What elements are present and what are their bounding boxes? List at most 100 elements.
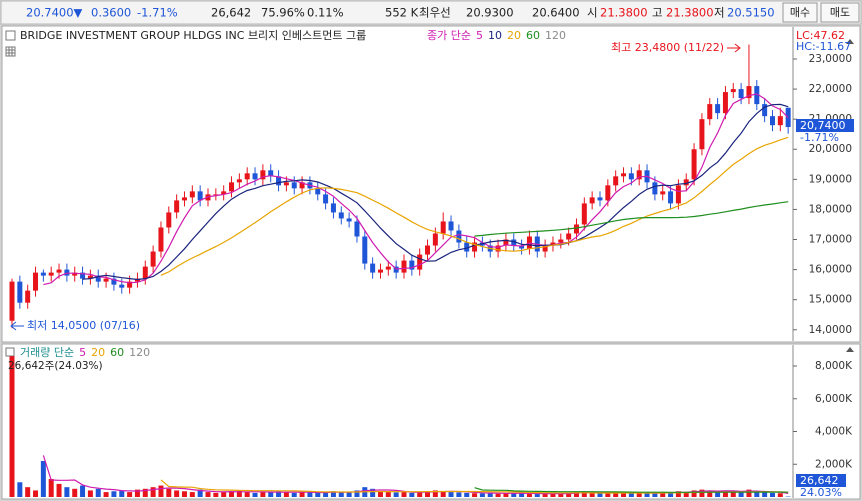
candle-body: [56, 269, 62, 273]
marks: 14,0000 15,0000 16,0000 17,0000 18,0000 19,00…: [9, 44, 853, 497]
volume-bar: [40, 460, 46, 497]
candle-body: [174, 200, 180, 213]
candle-body: [542, 245, 548, 252]
y-tick-label: 6,000K: [815, 393, 853, 405]
volume-bar: [134, 489, 140, 497]
current-price-box: [796, 119, 854, 132]
volume-bar: [268, 492, 274, 497]
volume-bar: [425, 491, 431, 497]
candle-body: [597, 197, 603, 201]
volume-bar: [730, 491, 736, 497]
legend-label: 거래량 단순: [20, 346, 74, 359]
volume-bar: [691, 490, 697, 497]
candle-body: [370, 263, 376, 273]
volume-bar: [613, 492, 619, 497]
candle-body: [581, 203, 587, 225]
current-change: -1.71%: [800, 131, 839, 144]
volume-panel-icon[interactable]: [5, 347, 15, 357]
moving-average: [474, 201, 789, 237]
volume-bar: [440, 491, 446, 497]
volume-bar: [417, 492, 423, 497]
candle-body: [338, 212, 344, 219]
panel-icon[interactable]: [5, 30, 16, 41]
y-tick-label: 8,000K: [815, 360, 853, 372]
volume-bar: [370, 488, 376, 497]
volume-bar: [315, 492, 321, 497]
volume-bar: [409, 492, 415, 497]
volume-bar: [707, 491, 713, 497]
volume-bar: [260, 492, 266, 497]
volume-bar: [472, 493, 478, 497]
volume-bar: [111, 491, 117, 497]
volume-bar: [746, 489, 752, 497]
candle-body: [72, 272, 78, 276]
candle-body: [244, 173, 250, 180]
volume-bar: [150, 487, 156, 497]
candle-body: [722, 92, 728, 114]
volume-bar: [127, 492, 133, 497]
moving-average: [474, 487, 789, 493]
y-tick-label: 17,0000: [809, 234, 852, 246]
candle-body: [80, 272, 86, 279]
volume-note: 26,642주(24.03%): [8, 360, 103, 372]
candle-body: [9, 281, 15, 321]
volume-bar: [503, 493, 509, 497]
buy-label[interactable]: 매수: [790, 6, 810, 19]
candle-body: [236, 179, 242, 183]
sell-button[interactable]: [820, 2, 860, 23]
volume-bar: [56, 483, 62, 497]
candle-body: [291, 182, 297, 189]
volume-bar: [229, 491, 235, 497]
ma-legend: 종가 단순 5 10 20 60 120: [427, 29, 566, 42]
candle-body: [87, 275, 93, 279]
open-label: 시: [587, 6, 598, 20]
volume-bar: [401, 492, 407, 497]
volume-bar: [181, 491, 187, 497]
volume-bar: [158, 485, 164, 497]
candle-body: [119, 284, 125, 288]
volume-bar: [722, 490, 728, 497]
candle-body: [25, 290, 31, 303]
candle-body: [621, 173, 627, 177]
volume-bar: [495, 493, 501, 497]
current-volume-box: [796, 474, 846, 487]
volume-bar: [95, 488, 101, 497]
volume-panel-max[interactable]: [846, 347, 854, 352]
sell-label[interactable]: 매도: [830, 6, 850, 19]
volume-bar: [119, 490, 125, 497]
volume-bar: [754, 492, 760, 497]
candle-body: [417, 254, 423, 270]
volume-bar: [566, 492, 572, 497]
moving-average: [160, 136, 789, 276]
legend-period: 10: [488, 29, 502, 42]
amount: 552 K: [385, 6, 419, 20]
legend-period: 60: [526, 29, 540, 42]
candle-body: [48, 272, 54, 276]
volume-bar: [346, 492, 352, 497]
legend-period: 20: [507, 29, 521, 42]
candle-body: [699, 119, 705, 150]
panel-max[interactable]: [846, 39, 854, 44]
candle-body: [189, 191, 195, 198]
volume-bar: [621, 492, 627, 497]
candle-body: [660, 191, 666, 195]
candle-body: [299, 182, 305, 189]
candle-body: [330, 203, 336, 213]
candle-body: [668, 191, 674, 204]
candle-body: [40, 272, 46, 276]
quote-bar: [0, 0, 862, 25]
candle-body: [229, 182, 235, 192]
grid-icon[interactable]: [5, 46, 16, 57]
buy-button[interactable]: [782, 2, 818, 23]
y-tick-label: 20,0000: [809, 143, 852, 155]
volume-bar: [636, 493, 642, 497]
legend-label: 종가 단순: [427, 29, 471, 42]
volume-bar: [299, 492, 305, 497]
legend-period: 60: [110, 346, 124, 359]
candle-body: [181, 197, 187, 201]
volume-bar: [660, 492, 666, 497]
volume-bar: [385, 492, 391, 497]
legend-period: 120: [545, 29, 566, 42]
candle-body: [628, 173, 634, 180]
